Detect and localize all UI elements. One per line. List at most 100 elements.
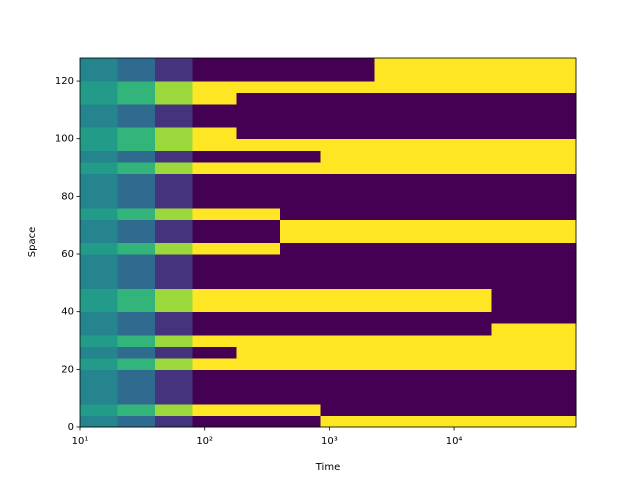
heatmap-cell — [192, 230, 238, 243]
heatmap-cell — [80, 403, 119, 416]
heatmap-cell — [491, 334, 577, 347]
axes-frame — [79, 57, 577, 428]
heatmap-cell — [320, 300, 375, 313]
heatmap-cell — [320, 219, 375, 232]
heatmap-cell — [320, 161, 375, 174]
heatmap-cell — [155, 161, 194, 174]
heatmap-cell — [236, 311, 281, 324]
heatmap-cell — [374, 254, 493, 267]
heatmap-cell — [491, 242, 577, 255]
heatmap-cell — [80, 184, 119, 197]
heatmap-cell — [236, 104, 281, 117]
heatmap-cell — [491, 300, 577, 313]
heatmap-cell — [117, 173, 156, 186]
heatmap-cell — [117, 288, 156, 301]
heatmap-cell — [236, 403, 281, 416]
y-tick-label: 0 — [68, 422, 74, 433]
heatmap-cell — [320, 277, 375, 290]
heatmap-cell — [320, 196, 375, 209]
heatmap-cell — [279, 415, 322, 428]
heatmap-cell — [192, 357, 238, 370]
heatmap-cell — [80, 219, 119, 232]
heatmap-cell — [236, 415, 281, 428]
heatmap-cell — [117, 380, 156, 393]
heatmap-cell — [320, 403, 375, 416]
heatmap-cell — [192, 173, 238, 186]
heatmap-cell — [192, 346, 238, 359]
heatmap-cell — [374, 81, 493, 94]
heatmap-cell — [117, 230, 156, 243]
heatmap-cell — [491, 92, 577, 105]
heatmap-cell — [279, 346, 322, 359]
x-tick-label: 10¹ — [72, 436, 89, 447]
heatmap-cell — [80, 392, 119, 405]
heatmap-cell — [491, 207, 577, 220]
heatmap-cell — [491, 219, 577, 232]
heatmap-cell — [80, 196, 119, 209]
heatmap-cell — [279, 58, 322, 71]
heatmap-cell — [155, 415, 194, 428]
heatmap-cell — [491, 150, 577, 163]
heatmap-cell — [192, 265, 238, 278]
heatmap-cell — [192, 277, 238, 290]
heatmap-cell — [117, 207, 156, 220]
heatmap-cell — [491, 403, 577, 416]
heatmap-cell — [279, 334, 322, 347]
heatmap-cell — [320, 92, 375, 105]
heatmap-cell — [236, 92, 281, 105]
heatmap-cell — [236, 369, 281, 382]
heatmap-cell — [80, 369, 119, 382]
heatmap-cell — [320, 357, 375, 370]
heatmap-cell — [374, 150, 493, 163]
heatmap-cell — [155, 334, 194, 347]
y-tick-label: 80 — [61, 191, 74, 202]
heatmap-cell — [80, 207, 119, 220]
heatmap-cell — [320, 69, 375, 82]
heatmap-cell — [192, 369, 238, 382]
heatmap-cell — [80, 334, 119, 347]
heatmap-cell — [80, 415, 119, 428]
heatmap-cell — [192, 219, 238, 232]
heatmap-cell — [192, 207, 238, 220]
heatmap-cell — [117, 369, 156, 382]
heatmap-cell — [117, 150, 156, 163]
heatmap-cell — [155, 207, 194, 220]
heatmap-cell — [117, 277, 156, 290]
heatmap-cell — [236, 242, 281, 255]
heatmap-cell — [236, 346, 281, 359]
heatmap-cell — [236, 265, 281, 278]
heatmap-cell — [155, 265, 194, 278]
heatmap-cell — [491, 104, 577, 117]
heatmap-cell — [155, 150, 194, 163]
heatmap-cell — [117, 184, 156, 197]
heatmap-cell — [279, 115, 322, 128]
heatmap-cell — [279, 300, 322, 313]
heatmap-cell — [192, 415, 238, 428]
heatmap-cell — [491, 277, 577, 290]
heatmap-cell — [192, 254, 238, 267]
heatmap-cell — [117, 265, 156, 278]
heatmap-cell — [117, 138, 156, 151]
heatmap-cell — [374, 346, 493, 359]
heatmap-cell — [117, 300, 156, 313]
heatmap-cell — [279, 323, 322, 336]
heatmap-cell — [80, 380, 119, 393]
heatmap-cell — [320, 184, 375, 197]
heatmap-cell — [236, 288, 281, 301]
heatmap-cell — [279, 161, 322, 174]
heatmap-cell — [491, 288, 577, 301]
heatmap-cell — [374, 219, 493, 232]
heatmap-cell — [279, 127, 322, 140]
heatmap-cell — [374, 277, 493, 290]
heatmap-cell — [80, 357, 119, 370]
heatmap-cell — [236, 300, 281, 313]
heatmap-cell — [491, 196, 577, 209]
heatmap-cell — [192, 392, 238, 405]
heatmap-cell — [374, 196, 493, 209]
heatmap-cell — [192, 92, 238, 105]
heatmap-cell — [192, 380, 238, 393]
heatmap-cell — [320, 415, 375, 428]
y-tick-label: 40 — [61, 307, 74, 318]
heatmap-cell — [279, 277, 322, 290]
heatmap-cell — [155, 69, 194, 82]
